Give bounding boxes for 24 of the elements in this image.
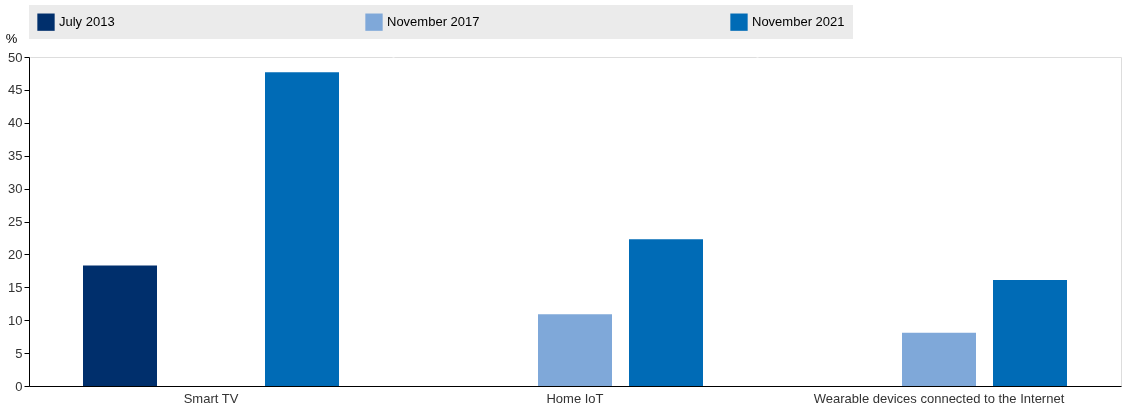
- y-tick-label: 5: [15, 345, 23, 361]
- y-tick-label: 20: [8, 246, 23, 262]
- bar: [629, 239, 703, 386]
- legend-label: November 2021: [752, 14, 845, 30]
- y-tick-label: 50: [8, 49, 23, 65]
- x-tick-label: Home IoT: [546, 390, 604, 406]
- y-tick-label: 10: [8, 312, 23, 328]
- legend-label: July 2013: [59, 14, 115, 30]
- y-tick-label: 0: [15, 378, 23, 394]
- x-tick-label: Wearable devices connected to the Internet: [813, 390, 1065, 406]
- y-tick-label: 35: [8, 148, 23, 164]
- y-tick-label: 30: [8, 181, 23, 197]
- bar: [538, 314, 612, 386]
- y-tick-label: 45: [8, 82, 23, 98]
- bar: [902, 332, 976, 386]
- legend-label: November 2017: [387, 14, 480, 30]
- y-tick-label: 40: [8, 115, 23, 131]
- y-tick-label: 25: [8, 214, 23, 229]
- bar: [265, 72, 339, 386]
- y-axis-title: %: [5, 30, 18, 46]
- bar: [83, 265, 157, 386]
- bar: [993, 280, 1067, 386]
- x-tick-label: Smart TV: [183, 390, 239, 406]
- y-tick-label: 15: [8, 279, 23, 295]
